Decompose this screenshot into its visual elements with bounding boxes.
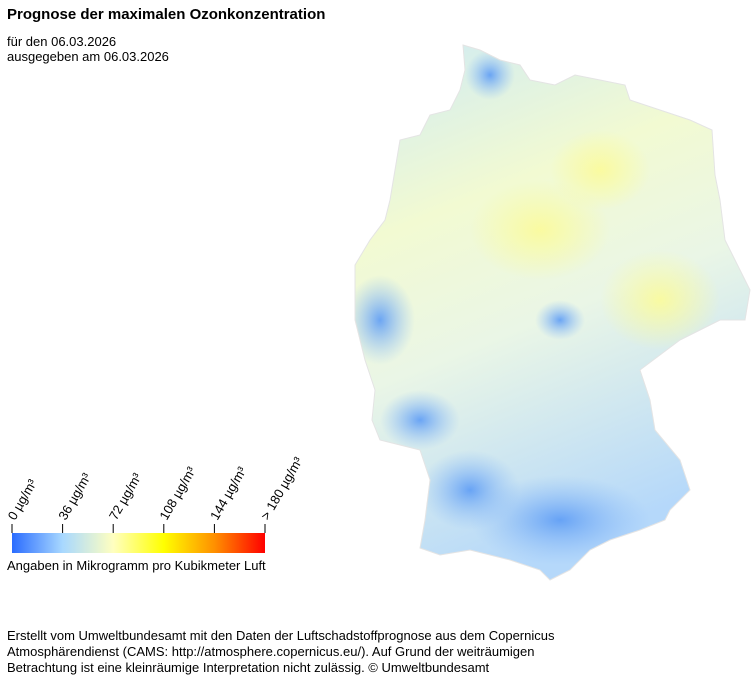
tick-label: 72 µg/m³ [106,470,145,523]
color-bar [12,533,265,553]
tick-label: 144 µg/m³ [207,464,250,523]
footer: Erstellt vom Umweltbundesamt mit den Dat… [7,628,555,643]
tick-label: 36 µg/m³ [55,470,94,523]
tick-label: 0 µg/m³ [5,476,40,522]
footer: Betrachtung ist eine kleinräumige Interp… [7,660,490,675]
tick-label: 108 µg/m³ [156,464,199,523]
title: Prognose der maximalen Ozonkonzentration [7,6,325,23]
footer: Atmosphärendienst (CAMS: http://atmosphe… [7,644,534,659]
tick-label: > 180 µg/m³ [258,454,306,523]
legend-note: Angaben in Mikrogramm pro Kubikmeter Luf… [7,558,266,573]
subtitle: ausgegeben am 06.03.2026 [7,49,169,64]
subtitle: für den 06.03.2026 [7,34,116,49]
